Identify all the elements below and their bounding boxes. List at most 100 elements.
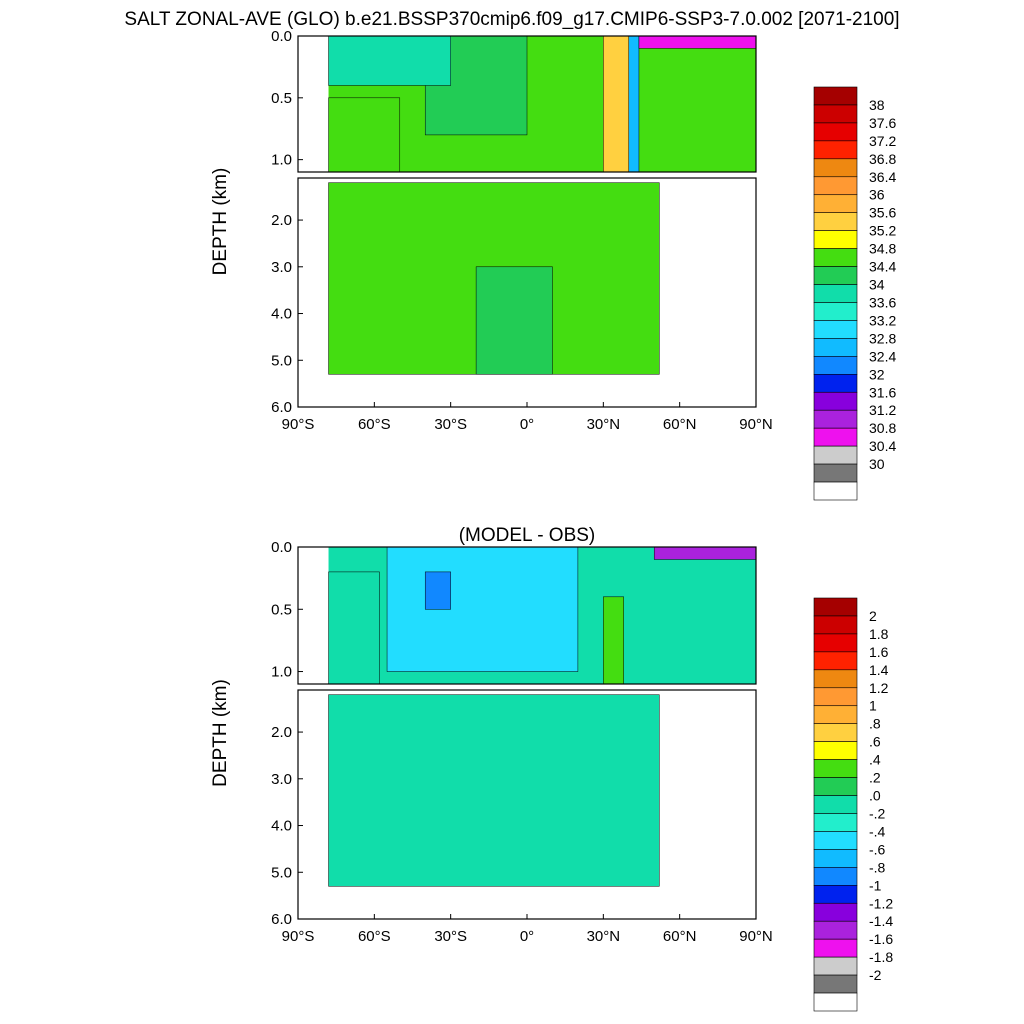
lower-section [328, 182, 660, 375]
colorbar-swatch [813, 651, 858, 671]
colorbar-label: -1.8 [869, 949, 893, 965]
colorbar-swatch [813, 777, 858, 796]
colorbar-label: -.4 [869, 823, 886, 839]
colorbar-label: 32.4 [869, 348, 896, 364]
colorbar-label: 37.2 [869, 133, 896, 149]
x-tick-label: 60°S [358, 416, 391, 433]
panel-title: (MODEL - OBS) [459, 525, 596, 546]
colorbar-label: 1.6 [869, 644, 889, 660]
colorbar-swatch [813, 867, 858, 886]
y-tick-label: 4.0 [271, 818, 292, 835]
colorbar-swatch [813, 723, 858, 742]
colorbar-swatch [813, 212, 858, 231]
contour-region [653, 546, 757, 560]
contour-region [328, 694, 660, 887]
colorbar-label: -2 [869, 967, 882, 983]
colorbar-swatch [813, 140, 858, 160]
x-tick-label: 60°S [358, 928, 391, 945]
colorbar-label: -1 [869, 877, 882, 893]
colorbar-swatch [813, 813, 858, 832]
y-tick-label: 5.0 [271, 864, 292, 881]
colorbar-label: 1.2 [869, 680, 889, 696]
colorbar-swatch [813, 669, 858, 689]
colorbar-label: 31.6 [869, 384, 896, 400]
x-tick-label: 30°S [434, 928, 467, 945]
colorbar-swatch [813, 338, 858, 357]
colorbar: 3837.637.236.836.43635.635.234.834.43433… [813, 86, 896, 501]
y-tick-label: 0.5 [271, 90, 292, 107]
colorbar-swatch [813, 374, 858, 393]
x-tick-label: 90°N [739, 928, 773, 945]
colorbar-swatch [813, 158, 858, 178]
colorbar-label: 31.2 [869, 402, 896, 418]
colorbar-label: -1.2 [869, 895, 893, 911]
contour-region [603, 35, 630, 173]
colorbar-label: 32.8 [869, 330, 896, 346]
colorbar-swatch [813, 885, 858, 904]
colorbar-swatch [813, 795, 858, 814]
colorbar-label: 36 [869, 187, 885, 203]
colorbar: 21.81.61.41.21.8.6.4.2.0-.2-.4-.6-.8-1-1… [813, 597, 893, 1012]
colorbar-swatch [813, 920, 858, 940]
x-tick-label: 0° [520, 928, 534, 945]
colorbar-swatch [813, 284, 858, 303]
contour-region [638, 35, 757, 49]
colorbar-swatch [813, 741, 858, 760]
colorbar-label: -1.6 [869, 931, 893, 947]
colorbar-swatch [813, 902, 858, 922]
colorbar-label: 1.8 [869, 626, 889, 642]
colorbar-swatch [813, 104, 858, 124]
colorbar-swatch [813, 992, 858, 1012]
colorbar-label: 35.6 [869, 205, 896, 221]
colorbar-swatch [813, 445, 858, 465]
colorbar-label: .8 [869, 716, 881, 732]
y-tick-label: 0.5 [271, 601, 292, 618]
colorbar-swatch [813, 266, 858, 285]
colorbar-swatch [813, 427, 858, 447]
colorbar-swatch [813, 705, 858, 724]
colorbar-swatch [813, 194, 858, 213]
x-tick-label: 30°S [434, 416, 467, 433]
y-axis-label: DEPTH (km) [210, 168, 231, 276]
colorbar-label: 34 [869, 277, 885, 293]
y-tick-label: 3.0 [271, 259, 292, 276]
chart-panel-2: (MODEL - OBS) 90°S 60°S 30°S 0° 30°N 60°N 90°N 0… [210, 525, 893, 1012]
y-tick-label: 3.0 [271, 771, 292, 788]
colorbar-swatch [813, 974, 858, 994]
colorbar-swatch [813, 86, 858, 106]
colorbar-swatch [813, 391, 858, 411]
colorbar-label: 37.6 [869, 115, 896, 131]
y-tick-label: 6.0 [271, 911, 292, 928]
x-tick-label: 60°N [663, 928, 697, 945]
x-tick-label: 0° [520, 416, 534, 433]
colorbar-swatch [813, 615, 858, 635]
colorbar-label: 2 [869, 608, 877, 624]
colorbar-swatch [813, 938, 858, 958]
colorbar-label: 1 [869, 698, 877, 714]
colorbar-label: .4 [869, 752, 881, 768]
lower-section [328, 694, 660, 887]
x-tick-label: 60°N [663, 416, 697, 433]
colorbar-swatch [813, 633, 858, 653]
y-tick-label: 6.0 [271, 399, 292, 416]
colorbar-swatch [813, 687, 858, 707]
colorbar-swatch [813, 759, 858, 778]
y-tick-label: 1.0 [271, 152, 292, 169]
x-tick-label: 90°S [282, 928, 315, 945]
y-axis-label: DEPTH (km) [210, 679, 231, 787]
colorbar-swatch [813, 597, 858, 617]
contour-region [328, 571, 380, 685]
panels: 90°S 60°S 30°S 0° 30°N 60°N 90°N0.00.51.02.03.… [210, 28, 896, 1012]
contour-region [328, 35, 451, 86]
contour-region [628, 35, 640, 173]
contour-region [603, 596, 624, 685]
colorbar-label: -.2 [869, 805, 886, 821]
contour-region [328, 97, 401, 173]
colorbar-swatch [813, 248, 858, 267]
upper-section [328, 546, 757, 685]
colorbar-label: 34.8 [869, 241, 896, 257]
colorbar-label: 38 [869, 97, 885, 113]
contour-region [475, 266, 553, 375]
chart-panel-1: 90°S 60°S 30°S 0° 30°N 60°N 90°N 0.0 0.5 1.0 2.0 3.… [210, 28, 896, 501]
colorbar-label: 33.6 [869, 294, 896, 310]
